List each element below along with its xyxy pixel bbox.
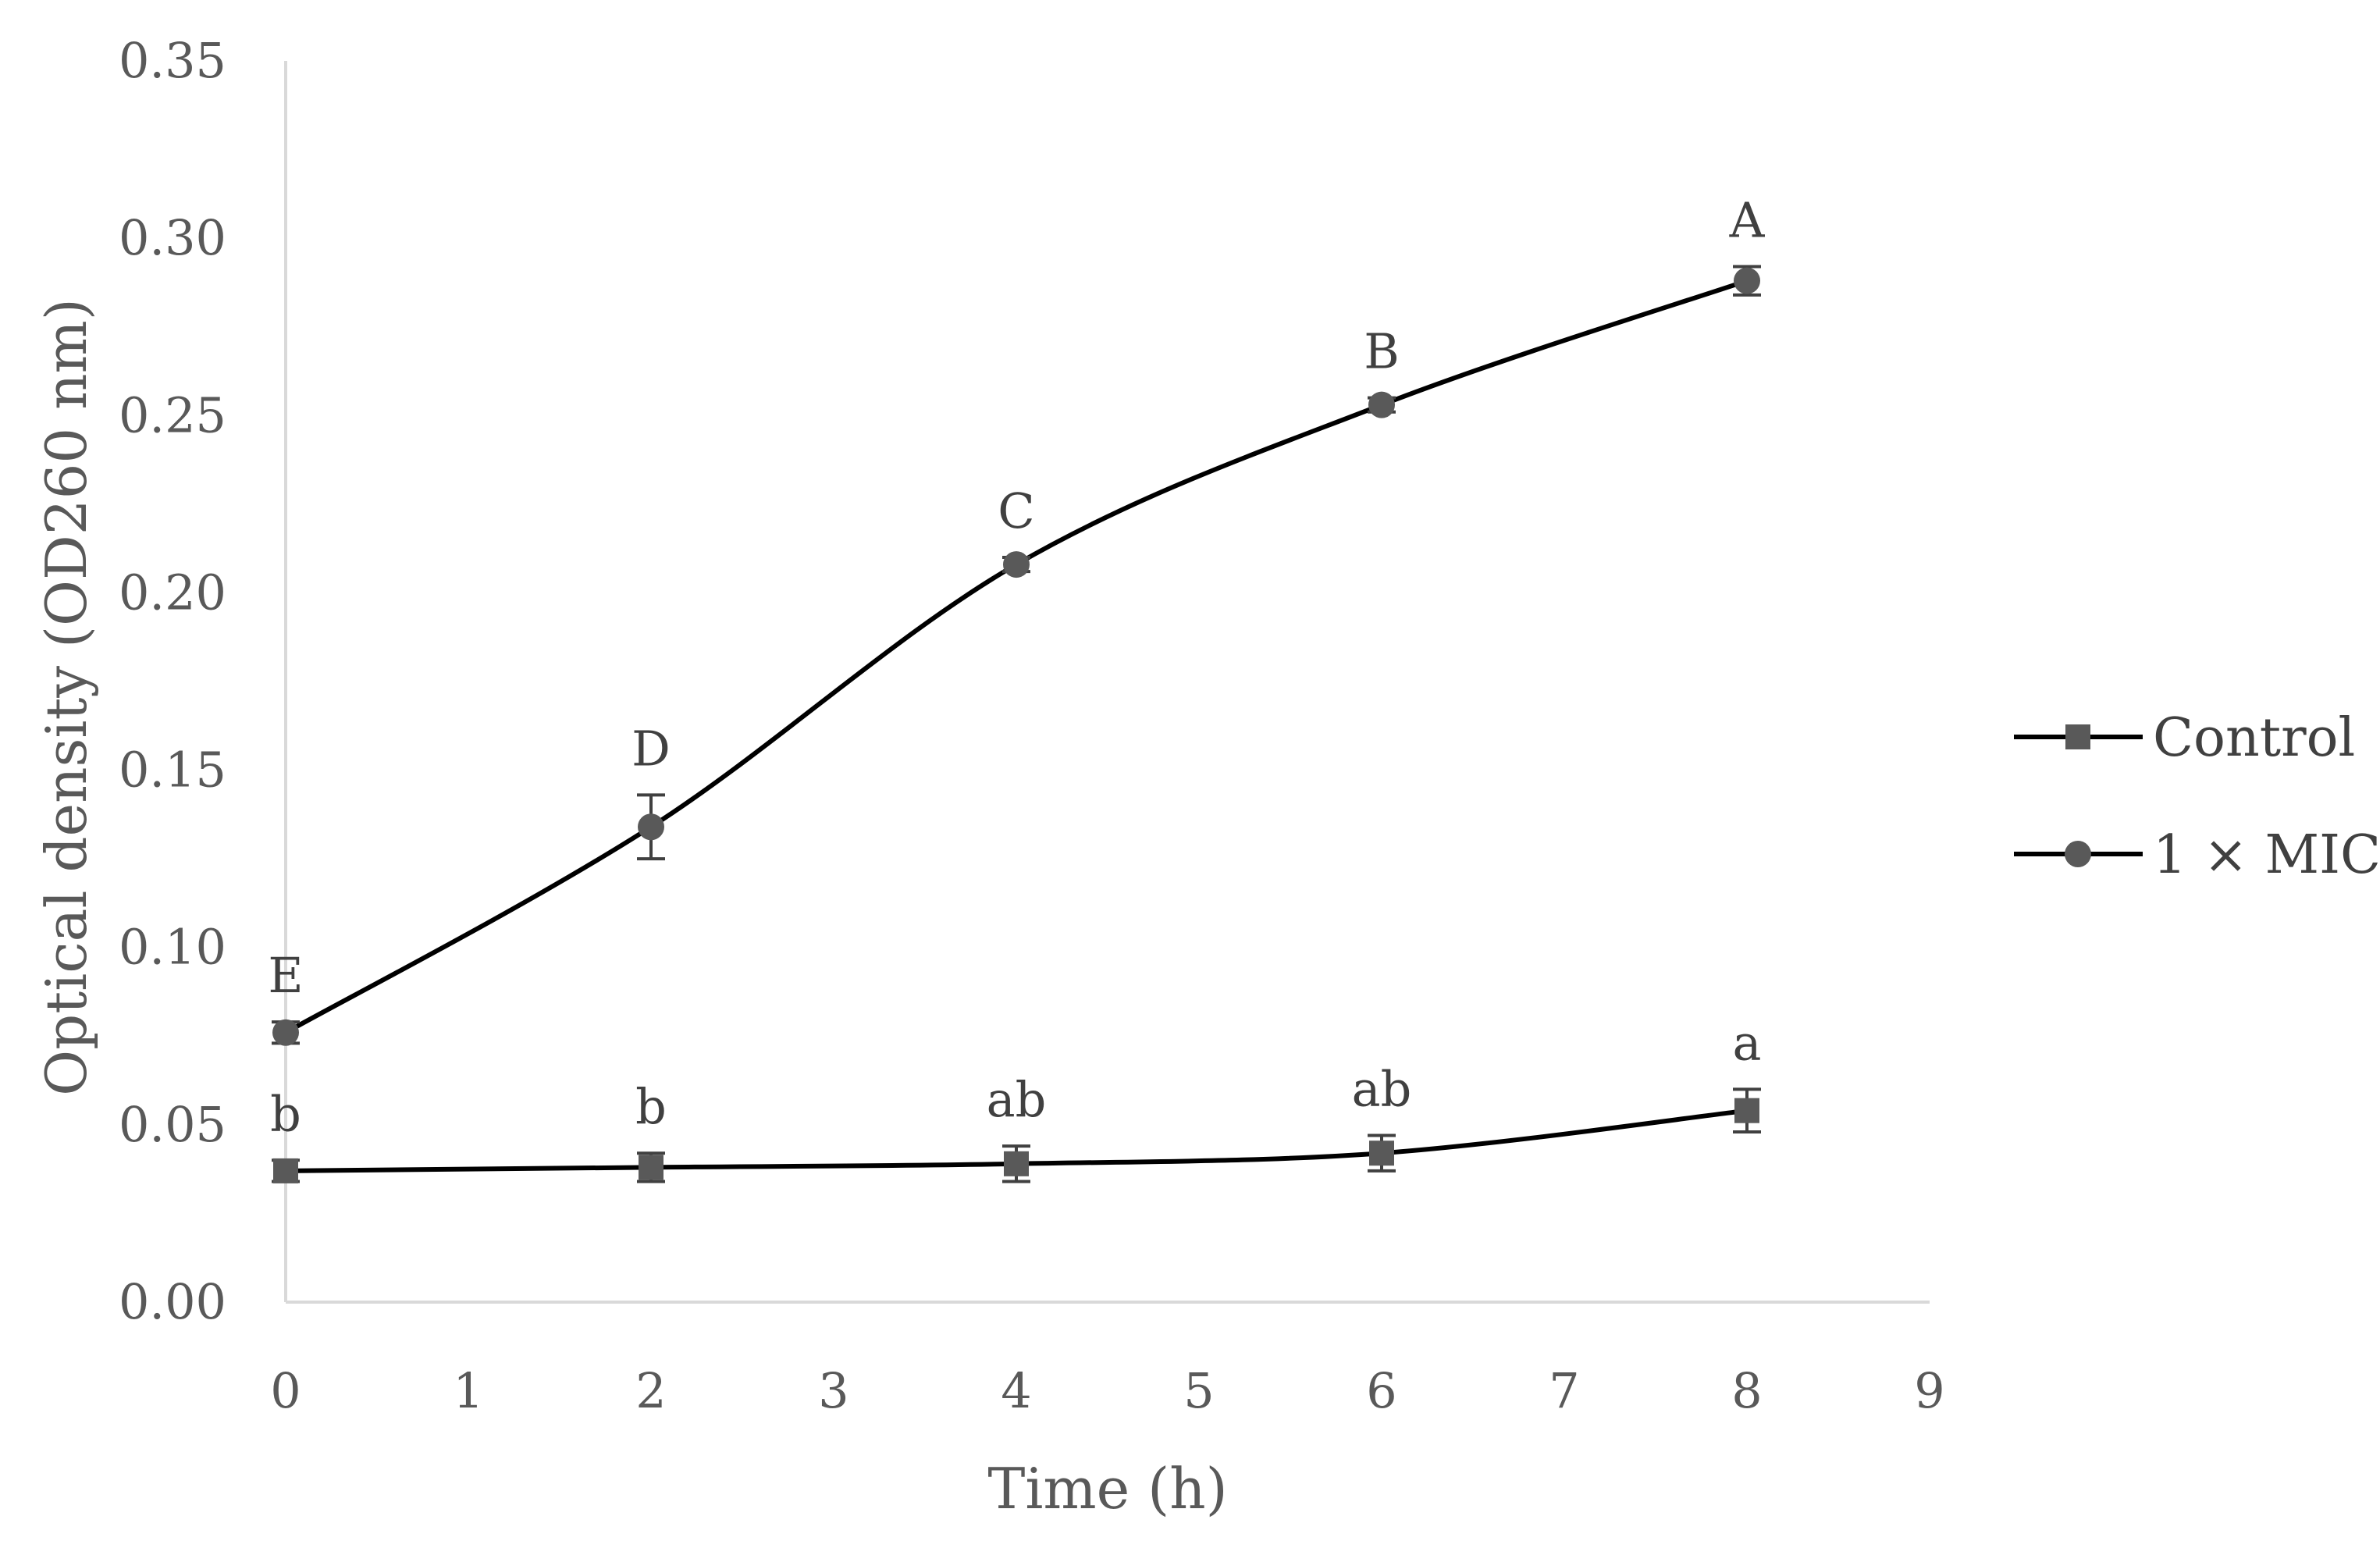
y-tick-label: 0.00: [119, 1273, 226, 1330]
data-point: [638, 813, 664, 841]
significance-label: ab: [1352, 1060, 1412, 1117]
significance-label: ab: [987, 1071, 1047, 1128]
significance-label: b: [635, 1078, 667, 1135]
data-point: [639, 1155, 663, 1180]
significance-label: B: [1364, 323, 1400, 380]
significance-label: E: [268, 947, 303, 1004]
y-tick-label: 0.15: [119, 742, 226, 799]
data-point: [1003, 551, 1030, 578]
data-point: [1004, 1151, 1029, 1176]
x-tick-label: 2: [635, 1362, 666, 1419]
legend-item-mic: 1 × MIC: [2014, 824, 2380, 886]
series-line: [284, 278, 1748, 1035]
series-mic: [272, 265, 1761, 1046]
y-tick-label: 0.20: [119, 564, 226, 621]
significance-label: D: [631, 720, 671, 777]
x-tick-label: 6: [1366, 1362, 1396, 1419]
x-tick-label: 4: [1001, 1362, 1031, 1419]
y-axis-title: Optical density (OD260 nm): [34, 298, 99, 1096]
x-tick-label: 7: [1549, 1362, 1579, 1419]
y-tick-label: 0.30: [119, 209, 226, 266]
y-tick-label: 0.35: [119, 32, 226, 89]
legend-marker: [2065, 841, 2091, 867]
x-tick-label: 1: [453, 1362, 483, 1419]
legend-marker: [2065, 724, 2090, 749]
data-point: [272, 1019, 299, 1046]
y-tick-label: 0.05: [119, 1096, 226, 1153]
data-point: [1734, 1098, 1759, 1123]
data-point: [1369, 1141, 1394, 1166]
legend-label: 1 × MIC: [2153, 824, 2380, 886]
legend: Control 1 × MIC: [2014, 707, 2380, 886]
series-layer: [272, 265, 1761, 1183]
y-tick-label: 0.10: [119, 919, 226, 976]
x-tick-label: 3: [818, 1362, 848, 1419]
x-tick-label: 0: [270, 1362, 301, 1419]
x-tick-label: 5: [1183, 1362, 1214, 1419]
x-axis-title: Time (h): [987, 1456, 1227, 1521]
data-point: [1368, 391, 1395, 418]
significance-label: a: [1733, 1014, 1762, 1071]
series-control: [272, 1087, 1761, 1183]
legend-label: Control: [2153, 707, 2355, 769]
x-tick-label: 8: [1731, 1362, 1762, 1419]
significance-labels: b b ab ab a E D C B A: [268, 191, 1765, 1142]
significance-label: A: [1729, 191, 1766, 248]
legend-item-control: Control: [2014, 707, 2355, 769]
significance-label: C: [998, 482, 1034, 539]
x-tick-label: 9: [1914, 1362, 1944, 1419]
significance-label: b: [270, 1085, 301, 1142]
data-point: [1734, 267, 1760, 294]
data-point: [273, 1158, 298, 1183]
y-tick-label: 0.25: [119, 386, 226, 443]
axes: 0.00 0.05 0.10 0.15 0.20 0.25 0.30 0.35 0 1 2 3 4 5 6 7…: [34, 32, 1945, 1521]
